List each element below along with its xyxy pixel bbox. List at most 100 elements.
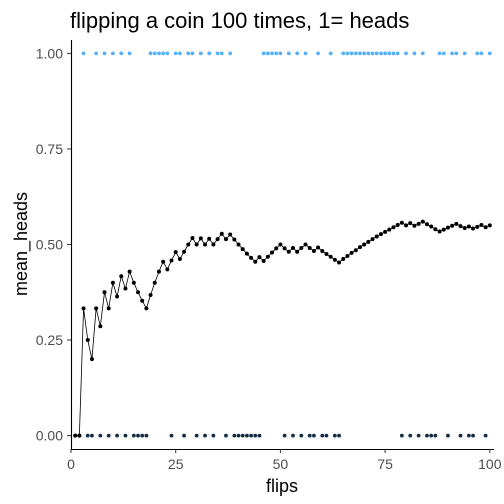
mean-heads-point	[459, 224, 463, 228]
mean-heads-point	[257, 255, 261, 259]
mean-heads-point	[337, 260, 341, 264]
mean-heads-point	[107, 306, 111, 310]
y-axis-title: mean_heads	[11, 192, 32, 296]
tails-point	[195, 434, 199, 438]
heads-point	[199, 51, 203, 55]
heads-point	[153, 51, 157, 55]
heads-point	[111, 51, 115, 55]
heads-point	[379, 51, 383, 55]
mean-heads-point	[484, 225, 488, 229]
mean-heads-point	[170, 259, 174, 263]
mean-heads-point	[383, 230, 387, 234]
heads-point	[270, 51, 274, 55]
mean-heads-point	[245, 252, 249, 256]
x-axis-title: flips	[266, 476, 298, 496]
mean-heads-point	[157, 270, 161, 274]
heads-point	[421, 51, 425, 55]
tails-point	[484, 434, 488, 438]
x-tick-label: 25	[168, 456, 184, 472]
tails-point	[136, 434, 140, 438]
mean-heads-point	[165, 267, 169, 271]
mean-heads-point	[391, 225, 395, 229]
mean-heads-point	[320, 249, 324, 253]
heads-point	[404, 51, 408, 55]
mean-heads-point	[211, 243, 215, 247]
tails-point	[425, 434, 429, 438]
heads-point	[362, 51, 366, 55]
tails-point	[312, 434, 316, 438]
mean-heads-point	[333, 258, 337, 262]
mean-heads-point	[274, 246, 278, 250]
mean-heads-point	[140, 299, 144, 303]
heads-point	[157, 51, 161, 55]
tails-point	[291, 434, 295, 438]
heads-point	[119, 51, 123, 55]
mean-heads-point	[123, 286, 127, 290]
heads-point	[161, 51, 165, 55]
heads-point	[346, 51, 350, 55]
mean-heads-point	[379, 232, 383, 236]
tails-point	[115, 434, 119, 438]
tails-point	[182, 434, 186, 438]
mean-heads-point	[232, 238, 236, 242]
mean-heads-point	[467, 225, 471, 229]
heads-point	[387, 51, 391, 55]
heads-point	[454, 51, 458, 55]
heads-point	[341, 51, 345, 55]
tails-point	[446, 434, 450, 438]
tails-point	[459, 434, 463, 438]
mean-heads-point	[299, 246, 303, 250]
heads-point	[274, 51, 278, 55]
tails-point	[433, 434, 437, 438]
mean-heads-point	[115, 294, 119, 298]
heads-point	[354, 51, 358, 55]
tails-point	[245, 434, 249, 438]
chart-title: flipping a coin 100 times, 1= heads	[70, 8, 409, 33]
heads-point	[191, 51, 195, 55]
mean-heads-point	[237, 243, 241, 247]
mean-heads-point	[182, 250, 186, 254]
mean-heads-point	[90, 357, 94, 361]
tails-point	[283, 434, 287, 438]
tails-point	[140, 434, 144, 438]
heads-point	[358, 51, 362, 55]
heads-point	[228, 51, 232, 55]
tails-point	[144, 434, 148, 438]
x-tick-label: 0	[67, 456, 75, 472]
heads-point	[438, 51, 442, 55]
tails-point	[224, 434, 228, 438]
mean-heads-point	[417, 222, 421, 226]
mean-heads-point	[312, 249, 316, 253]
mean-heads-point	[438, 230, 442, 234]
heads-point	[186, 51, 190, 55]
heads-point	[165, 51, 169, 55]
mean-heads-point	[153, 281, 157, 285]
mean-heads-point	[304, 243, 308, 247]
heads-point	[149, 51, 153, 55]
tails-point	[241, 434, 245, 438]
mean-heads-point	[203, 243, 207, 247]
mean-heads-point	[77, 434, 81, 438]
heads-point	[304, 51, 308, 55]
mean-heads-point	[354, 248, 358, 252]
y-axis-ticks: 0.00 0.25 0.50 0.75 1.00	[36, 45, 71, 443]
mean-heads-point	[488, 223, 492, 227]
tails-point	[253, 434, 257, 438]
tails-point	[203, 434, 207, 438]
mean-heads-point	[73, 434, 77, 438]
tails-point	[320, 434, 324, 438]
x-axis-ticks: 0 25 50 75 100	[67, 449, 502, 472]
mean-heads-point	[199, 236, 203, 240]
heads-point	[350, 51, 354, 55]
mean-heads-point	[224, 237, 228, 241]
mean-heads-point	[287, 250, 291, 254]
heads-point	[366, 51, 370, 55]
mean-heads-point	[253, 260, 257, 264]
mean-heads-point	[82, 306, 86, 310]
mean-heads-point	[442, 228, 446, 232]
y-tick-label: 1.00	[36, 45, 63, 61]
mean-heads-point	[111, 281, 115, 285]
heads-point	[262, 51, 266, 55]
mean-heads-point	[136, 290, 140, 294]
mean-heads-point	[421, 220, 425, 224]
